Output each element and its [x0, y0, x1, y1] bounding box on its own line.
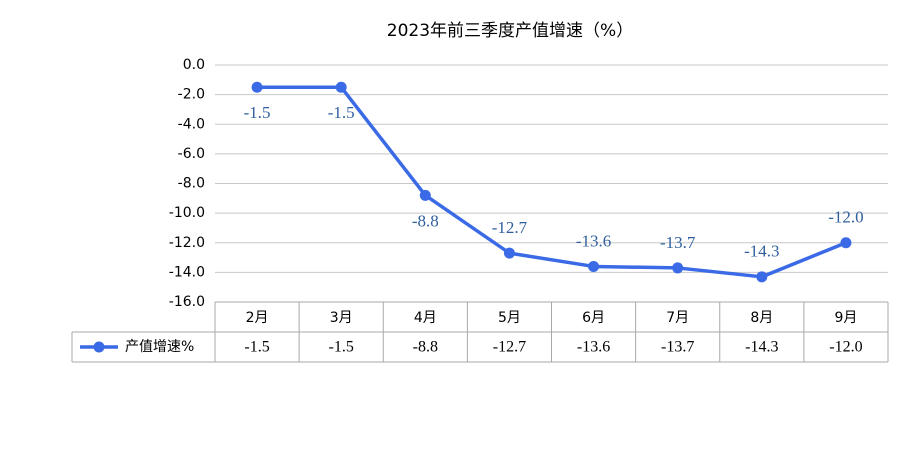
legend-marker: [93, 341, 105, 353]
data-label: -13.7: [660, 233, 696, 252]
table-value: -12.0: [829, 339, 862, 356]
data-label: -12.7: [492, 218, 528, 237]
data-label: -12.0: [828, 208, 863, 227]
table-value: -13.7: [661, 339, 694, 356]
table-value: -12.7: [493, 339, 526, 356]
table-value: -1.5: [244, 339, 269, 356]
data-point: [503, 247, 515, 259]
x-tick-label: 3月: [330, 310, 353, 326]
table-value: -14.3: [745, 339, 778, 356]
x-tick-label: 4月: [414, 310, 437, 326]
x-tick-label: 7月: [666, 310, 689, 326]
data-label: -8.8: [412, 211, 439, 230]
legend-label: 产值增速%: [125, 339, 194, 355]
y-tick-label: -2.0: [178, 87, 205, 103]
chart-title: 2023年前三季度产值增速（%）: [387, 21, 633, 41]
data-point: [588, 260, 600, 272]
data-point: [335, 81, 347, 93]
data-point: [419, 189, 431, 201]
table-value: -8.8: [413, 339, 438, 356]
series-line: [257, 85, 847, 279]
data-point: [672, 262, 684, 274]
y-tick-label: -4.0: [178, 116, 205, 132]
x-tick-label: 9月: [834, 310, 857, 326]
x-tick-label: 2月: [246, 310, 269, 326]
data-label: -13.6: [576, 231, 611, 250]
data-point: [251, 81, 263, 93]
data-point: [840, 237, 852, 249]
y-tick-label: -6.0: [178, 146, 205, 162]
y-tick-label: -12.0: [169, 235, 205, 251]
x-tick-label: 6月: [582, 310, 605, 326]
y-tick-label: -8.0: [178, 176, 205, 192]
table-value: -1.5: [329, 339, 354, 356]
y-tick-label: -10.0: [169, 205, 205, 221]
data-label: -1.5: [328, 103, 355, 122]
data-label: -14.3: [744, 242, 779, 261]
x-tick-label: 8月: [750, 310, 773, 326]
y-tick-label: -14.0: [169, 264, 205, 280]
y-tick-label: -16.0: [169, 294, 205, 310]
data-label: -1.5: [244, 103, 271, 122]
y-tick-label: 0.0: [183, 57, 205, 73]
table-value: -13.6: [577, 339, 610, 356]
data-point: [756, 271, 768, 283]
x-tick-label: 5月: [498, 310, 521, 326]
